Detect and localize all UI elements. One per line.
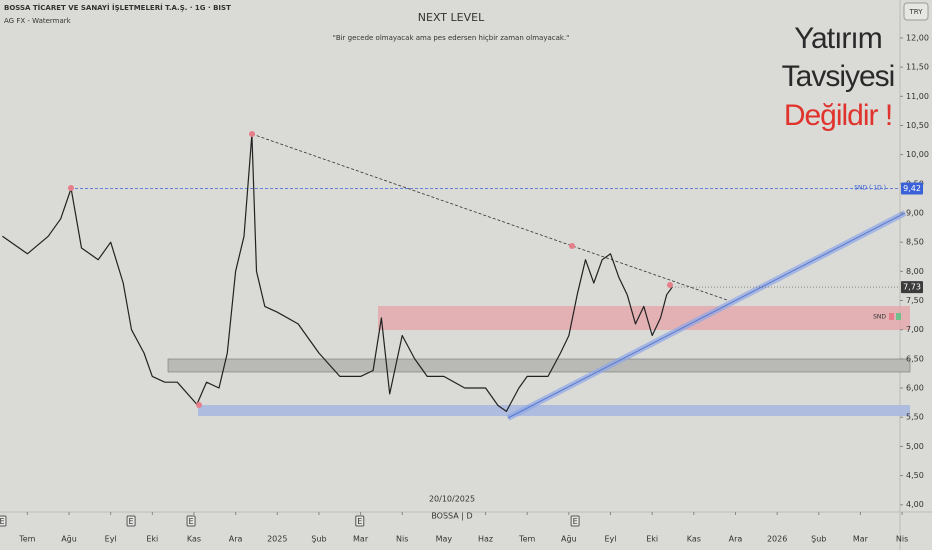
x-tick-label: 2025	[267, 535, 287, 544]
demand-zone	[198, 405, 910, 416]
x-tick-label: Eki	[146, 535, 158, 544]
zone-swatch	[896, 313, 901, 320]
last-price-label: 7,73	[903, 283, 921, 292]
x-tick-label: Eyl	[605, 535, 617, 544]
watermark: Yatırım	[794, 22, 881, 55]
x-tick-label: Eyl	[105, 535, 117, 544]
currency[interactable]: TRY	[909, 8, 924, 16]
x-tick-label: Tem	[518, 535, 535, 544]
x-tick-label: Haz	[478, 535, 493, 544]
watermark: Tavsiyesi	[782, 60, 895, 93]
x-tick-label: May	[436, 535, 453, 544]
level-label: SND ( 1D )	[854, 185, 886, 192]
supply-zone	[378, 306, 910, 330]
event-label: E	[573, 517, 578, 526]
x-tick-label: Şub	[311, 535, 326, 544]
x-tick-label: Ara	[729, 535, 743, 544]
price-line	[2, 133, 673, 412]
y-tick-label: 7,50	[906, 296, 924, 305]
x-tick-label: Ağu	[561, 535, 577, 544]
x-tick-label: Mar	[353, 535, 369, 544]
zone-swatch	[889, 313, 894, 320]
grey-zone	[167, 358, 911, 373]
resistance-line	[251, 133, 728, 301]
y-tick-label: 5,50	[906, 413, 924, 422]
indicator: AG FX - Watermark	[4, 17, 72, 25]
y-tick-label: 8,00	[906, 267, 924, 276]
x-tick-label: Şub	[811, 535, 826, 544]
symbol: BOSSA TİCARET VE SANAYİ İŞLETMELERİ T.A.…	[4, 3, 231, 12]
trendline	[507, 212, 906, 419]
y-tick-label: 9,00	[906, 208, 924, 217]
x-tick-label: Ara	[229, 535, 243, 544]
zone-label: SND	[873, 314, 886, 321]
event-label: E	[189, 517, 194, 526]
x-tick-label: Nis	[896, 535, 908, 544]
y-tick-label: 6,00	[906, 384, 924, 393]
pivot	[249, 131, 255, 137]
y-tick-label: 5,00	[906, 442, 924, 451]
x-tick-label: Tem	[18, 535, 35, 544]
snd-level-label: 9,42	[903, 184, 921, 193]
pivot	[196, 402, 202, 408]
y-tick-label: 11,50	[906, 63, 929, 72]
event-label: E	[357, 517, 362, 526]
event-marker	[570, 515, 580, 527]
event-marker	[355, 515, 365, 527]
pivot	[667, 282, 673, 288]
y-tick-label: 6,50	[906, 354, 924, 363]
x-tick-label: Mar	[853, 535, 869, 544]
subtitle: "Bir gecede olmayacak ama pes edersen hi…	[333, 34, 570, 42]
y-tick-label: 4,00	[906, 500, 924, 509]
x-tick-label: 2026	[767, 535, 787, 544]
event-marker	[0, 515, 7, 527]
watermark: Değildir !	[784, 99, 892, 132]
x-tick-label: Kas	[187, 535, 201, 544]
event-marker	[126, 515, 136, 527]
event-marker	[186, 515, 196, 527]
pivot	[569, 243, 575, 249]
symbol-label: BOSSA | D	[431, 512, 472, 521]
y-tick-label: 7,00	[906, 325, 924, 334]
snd-level-box	[901, 182, 923, 195]
currency-box[interactable]	[903, 2, 929, 21]
chart-title: NEXT LEVEL	[418, 11, 485, 24]
y-tick-label: 4,50	[906, 471, 924, 480]
y-tick-label: 10,50	[906, 121, 929, 130]
y-tick-label: 12,00	[906, 33, 929, 42]
x-tick-label: Ağu	[61, 535, 77, 544]
y-tick-label: 10,00	[906, 150, 929, 159]
event-label: E	[129, 517, 134, 526]
pivot	[68, 185, 74, 191]
event-label: E	[0, 517, 4, 526]
date-label: 20/10/2025	[429, 495, 475, 504]
x-tick-label: Eki	[646, 535, 658, 544]
y-tick-label: 11,00	[906, 92, 929, 101]
last-price-box	[901, 281, 923, 294]
y-tick-label: 8,50	[906, 238, 924, 247]
x-tick-label: Kas	[687, 535, 701, 544]
x-tick-label: Nis	[396, 535, 408, 544]
